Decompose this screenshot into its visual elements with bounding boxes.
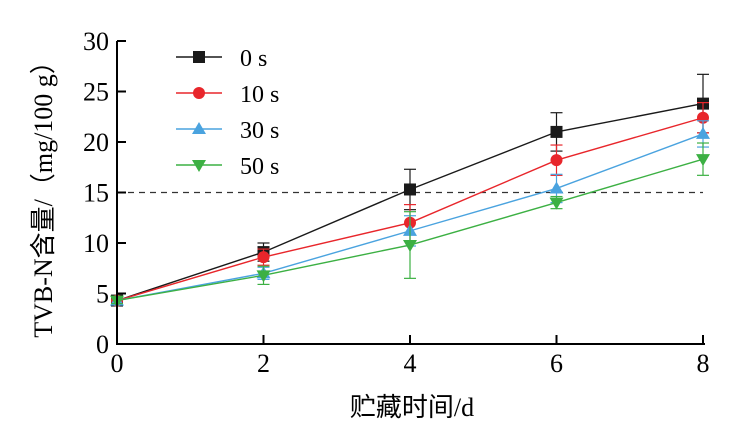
y-tick-label: 25 (83, 78, 109, 107)
legend-marker (192, 160, 206, 172)
data-point (256, 270, 271, 283)
data-point (403, 240, 417, 253)
data-point (550, 154, 563, 167)
x-tick-label: 4 (404, 349, 417, 378)
series-layer (110, 73, 710, 308)
data-point (257, 251, 270, 264)
legend-item-3: 50 s (176, 154, 279, 180)
legend-marker (193, 51, 205, 63)
data-point (696, 154, 710, 167)
legend-label: 0 s (240, 46, 267, 72)
legend-item-0: 0 s (176, 46, 267, 72)
y-tick-label: 30 (83, 27, 109, 56)
y-tick-label: 5 (96, 280, 109, 309)
data-point (549, 197, 564, 210)
legend-marker (192, 122, 206, 134)
legend-item-2: 30 s (176, 118, 279, 144)
legend-marker (193, 87, 205, 99)
data-point (404, 183, 416, 196)
data-point (549, 181, 564, 194)
y-axis-label: TVB-N含量/（mg/100 g） (29, 48, 58, 338)
x-tick-label: 2 (257, 349, 270, 378)
series-3 (110, 142, 710, 308)
x-tick-label: 6 (550, 349, 563, 378)
axes-layer: 0 2 4 6 8 0 5 10 15 20 25 30 (83, 27, 710, 378)
y-tick-label: 20 (83, 128, 109, 157)
y-tick-label: 15 (83, 179, 109, 208)
x-tick-label: 8 (697, 349, 710, 378)
data-point (550, 125, 563, 138)
x-tick-label: 0 (111, 349, 124, 378)
y-tick-label: 0 (96, 330, 109, 359)
legend-item-1: 10 s (176, 82, 279, 108)
legend: 0 s 10 s 30 s 50 s (176, 46, 279, 180)
y-tick-label: 10 (83, 229, 109, 258)
x-axis-label: 贮藏时间/d (350, 393, 474, 422)
legend-label: 50 s (240, 154, 279, 180)
legend-label: 30 s (240, 118, 279, 144)
legend-label: 10 s (240, 82, 279, 108)
data-point (696, 126, 710, 139)
